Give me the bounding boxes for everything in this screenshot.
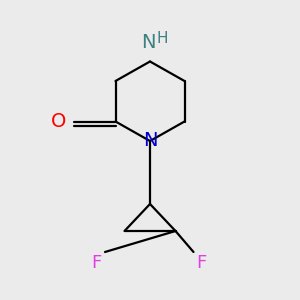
Text: N: N — [141, 33, 156, 52]
Text: O: O — [51, 112, 66, 131]
Text: F: F — [196, 254, 207, 272]
Text: H: H — [157, 31, 168, 46]
Text: F: F — [92, 254, 102, 272]
Text: N: N — [143, 131, 157, 151]
